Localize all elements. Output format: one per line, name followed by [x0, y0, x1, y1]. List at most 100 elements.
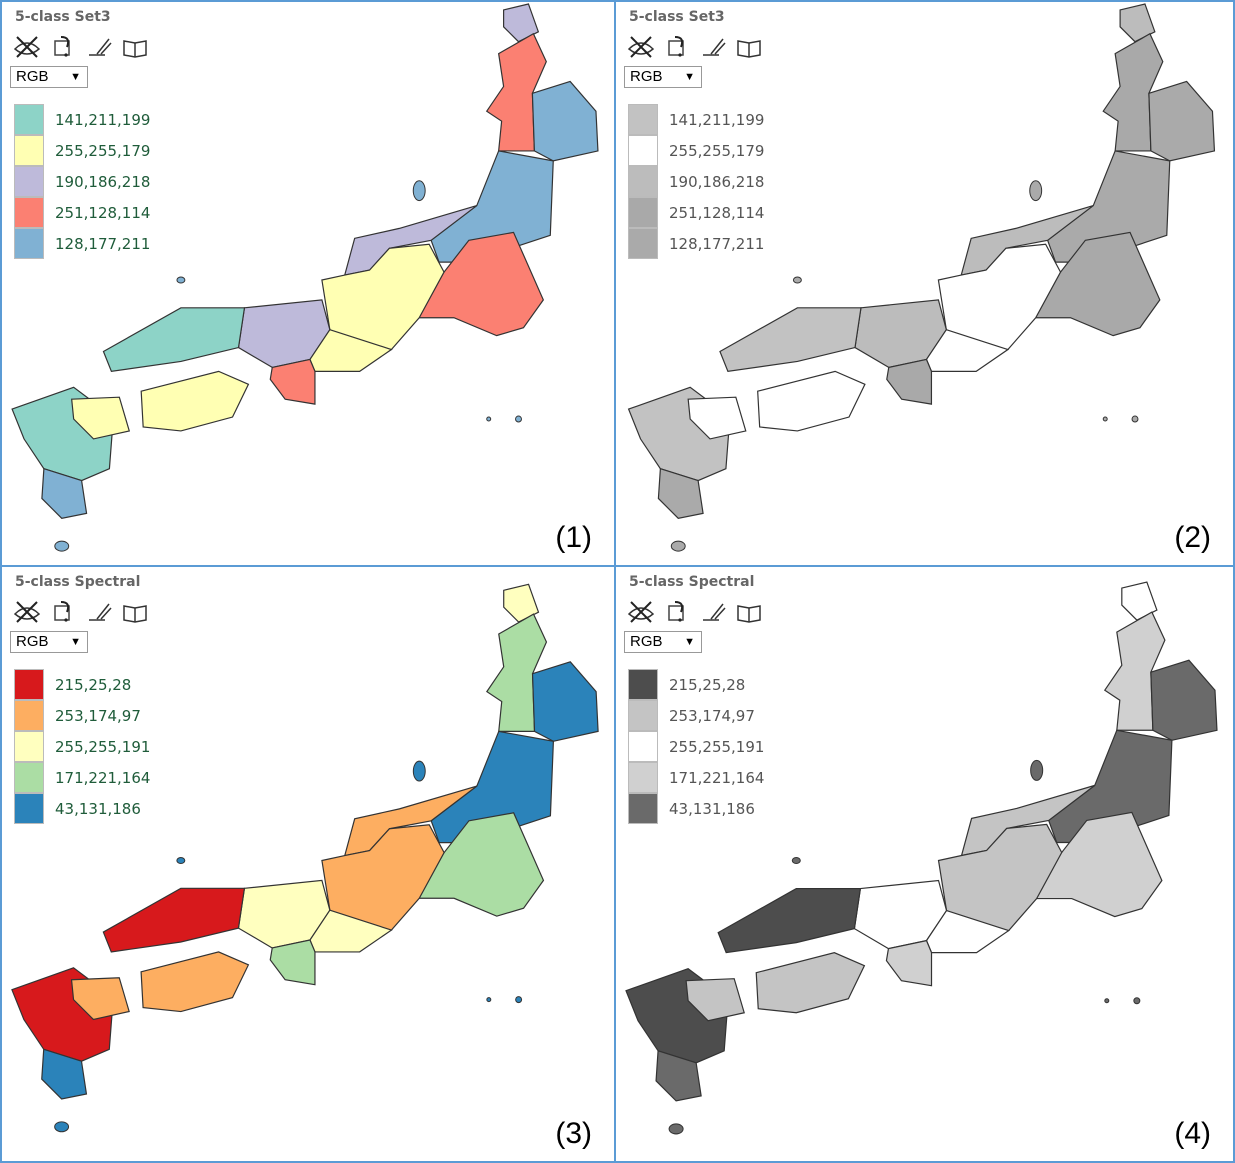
legend-item: 171,221,164 [628, 762, 764, 793]
swap-icon[interactable] [662, 599, 692, 625]
toolbar [12, 599, 150, 625]
island [1133, 997, 1141, 1005]
region-kinki_s[interactable] [309, 328, 393, 372]
region-kinki_s[interactable] [309, 909, 393, 953]
legend-swatch [14, 762, 44, 793]
book-icon[interactable] [734, 599, 764, 625]
legend-swatch [628, 669, 658, 700]
swap-icon[interactable] [662, 34, 692, 60]
legend-item: 255,255,191 [628, 731, 764, 762]
island [412, 760, 426, 782]
legend-label: 251,128,114 [669, 203, 765, 222]
legend-label: 255,255,179 [55, 141, 151, 160]
legend-label: 215,25,28 [669, 675, 746, 694]
island [1029, 180, 1043, 202]
region-chugoku[interactable] [719, 307, 862, 373]
region-kyushu_s[interactable] [655, 1049, 702, 1102]
color-legend: 215,25,28 253,174,97 255,255,191 171,221,16… [628, 669, 764, 824]
legend-item: 141,211,199 [628, 104, 764, 135]
region-kii[interactable] [886, 358, 933, 405]
legend-swatch [628, 700, 658, 731]
legend-label: 253,174,97 [55, 706, 141, 725]
region-shikoku[interactable] [685, 978, 745, 1022]
island [54, 540, 70, 552]
legend-item: 43,131,186 [628, 793, 764, 824]
book-icon[interactable] [120, 34, 150, 60]
region-chugoku[interactable] [717, 887, 862, 954]
scheme-title: 5-class Spectral [15, 574, 141, 590]
eye-icon[interactable] [626, 599, 656, 625]
help-pen-icon[interactable] [84, 34, 114, 60]
legend-label: 43,131,186 [55, 799, 141, 818]
swap-icon[interactable] [48, 599, 78, 625]
region-chugoku[interactable] [102, 887, 246, 953]
legend-swatch [14, 669, 44, 700]
island [176, 857, 186, 864]
legend-label: 141,211,199 [669, 110, 765, 129]
region-tohoku_e[interactable] [1148, 80, 1216, 162]
japan-map [627, 3, 1216, 552]
legend-item: 255,255,191 [14, 731, 150, 762]
island [486, 416, 492, 422]
region-kii[interactable] [269, 939, 316, 986]
island [1102, 416, 1108, 422]
eye-icon[interactable] [12, 34, 42, 60]
region-tohoku_w[interactable] [485, 613, 548, 732]
format-select[interactable]: RGB ▼ [624, 66, 702, 88]
legend-item: 215,25,28 [628, 669, 764, 700]
panel-number: (2) [1174, 521, 1211, 554]
legend-swatch [628, 228, 658, 259]
panel-4: 5-class Spectral RGB ▼ 215,25,28 253,174,97 2… [614, 565, 1235, 1163]
panel-number: (3) [555, 1117, 592, 1150]
region-shikoku[interactable] [687, 396, 747, 440]
region-shikoku[interactable] [140, 370, 250, 432]
eye-icon[interactable] [626, 34, 656, 60]
legend-item: 253,174,97 [14, 700, 150, 731]
region-kii[interactable] [269, 358, 316, 405]
region-tohoku_e[interactable] [531, 80, 599, 162]
panel-number: (4) [1174, 1117, 1211, 1150]
scheme-title: 5-class Set3 [629, 9, 725, 25]
region-kyushu_s[interactable] [657, 467, 704, 519]
region-tohoku_e[interactable] [531, 661, 599, 742]
legend-item: 255,255,179 [14, 135, 150, 166]
region-tohoku_w[interactable] [1103, 611, 1166, 731]
swap-icon[interactable] [48, 34, 78, 60]
region-shikoku[interactable] [755, 952, 866, 1014]
legend-swatch [14, 135, 44, 166]
region-tohoku_w[interactable] [485, 32, 547, 152]
region-shikoku[interactable] [757, 370, 866, 432]
help-pen-icon[interactable] [698, 34, 728, 60]
format-select[interactable]: RGB ▼ [10, 66, 88, 88]
legend-label: 255,255,191 [55, 737, 151, 756]
region-tohoku_e[interactable] [1150, 659, 1218, 741]
region-kyushu_s[interactable] [41, 1048, 88, 1100]
region-shikoku[interactable] [71, 396, 131, 440]
book-icon[interactable] [734, 34, 764, 60]
legend-label: 171,221,164 [55, 768, 151, 787]
legend-swatch [14, 731, 44, 762]
legend-item: 43,131,186 [14, 793, 150, 824]
region-shikoku[interactable] [140, 951, 250, 1013]
japan-map [625, 581, 1218, 1135]
region-kinki_s[interactable] [925, 909, 1010, 954]
region-kinki_s[interactable] [925, 328, 1010, 372]
help-pen-icon[interactable] [84, 599, 114, 625]
legend-swatch [628, 793, 658, 824]
book-icon[interactable] [120, 599, 150, 625]
help-pen-icon[interactable] [698, 599, 728, 625]
chevron-down-icon: ▼ [684, 71, 695, 83]
region-chugoku[interactable] [102, 307, 246, 373]
region-kii[interactable] [885, 939, 933, 987]
eye-icon[interactable] [12, 599, 42, 625]
island [486, 997, 492, 1003]
format-select[interactable]: RGB ▼ [10, 631, 88, 653]
format-select[interactable]: RGB ▼ [624, 631, 702, 653]
island [54, 1121, 70, 1133]
legend-label: 128,177,211 [55, 234, 151, 253]
japan-map [11, 3, 599, 552]
region-kyushu_s[interactable] [41, 467, 88, 519]
region-shikoku[interactable] [70, 977, 130, 1021]
region-tohoku_w[interactable] [1102, 32, 1164, 152]
panel-3: 5-class Spectral RGB ▼ 215,25,28 253,174,97 2… [0, 565, 616, 1163]
